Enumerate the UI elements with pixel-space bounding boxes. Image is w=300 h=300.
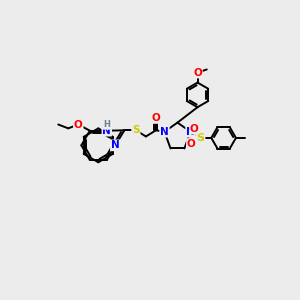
Text: N: N <box>160 127 169 137</box>
Text: O: O <box>193 68 202 78</box>
Text: H: H <box>103 120 110 129</box>
Text: O: O <box>190 124 199 134</box>
Text: O: O <box>74 119 83 130</box>
Text: O: O <box>187 139 196 149</box>
Text: N: N <box>111 140 120 150</box>
Text: N: N <box>102 126 111 136</box>
Text: N: N <box>186 127 195 137</box>
Text: O: O <box>152 113 160 123</box>
Text: S: S <box>132 125 140 135</box>
Text: S: S <box>196 133 205 143</box>
